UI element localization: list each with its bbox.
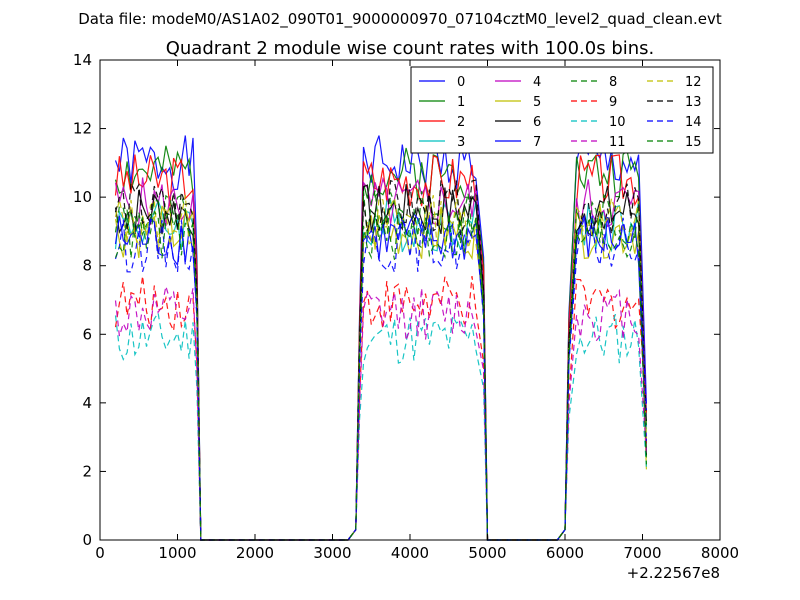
x-tick-label-3: 3000 bbox=[313, 544, 351, 562]
legend-label-6: 6 bbox=[533, 115, 541, 130]
x-tick-label-1: 1000 bbox=[158, 544, 196, 562]
y-tick-label-6: 12 bbox=[73, 120, 92, 138]
chart-subtitle: Data file: modeM0/AS1A02_090T01_90000009… bbox=[78, 10, 722, 29]
legend-label-7: 7 bbox=[533, 135, 541, 150]
x-tick-label-5: 5000 bbox=[468, 544, 506, 562]
legend-label-14: 14 bbox=[685, 115, 702, 130]
y-tick-label-3: 6 bbox=[82, 325, 92, 343]
legend-label-1: 1 bbox=[457, 95, 465, 110]
x-offset-label: +2.22567e8 bbox=[627, 564, 720, 582]
series-line-5 bbox=[114, 204, 647, 541]
series-line-1 bbox=[114, 145, 647, 541]
x-tick-label-7: 7000 bbox=[623, 544, 661, 562]
x-tick-label-8: 8000 bbox=[701, 544, 739, 562]
series-line-9 bbox=[114, 275, 647, 541]
chart-title: Quadrant 2 module wise count rates with … bbox=[166, 38, 655, 59]
y-tick-label-2: 4 bbox=[82, 394, 92, 412]
y-tick-label-1: 2 bbox=[82, 462, 92, 480]
y-tick-label-5: 10 bbox=[73, 188, 92, 206]
series-line-7 bbox=[114, 212, 647, 541]
series-line-10 bbox=[114, 311, 647, 541]
legend-label-4: 4 bbox=[533, 75, 541, 90]
x-tick-label-4: 4000 bbox=[391, 544, 429, 562]
legend-label-8: 8 bbox=[609, 75, 617, 90]
series-line-8 bbox=[114, 190, 647, 541]
y-tick-label-7: 14 bbox=[73, 51, 92, 69]
legend-label-2: 2 bbox=[457, 115, 465, 130]
x-tick-label-6: 6000 bbox=[546, 544, 584, 562]
series-line-15 bbox=[114, 206, 647, 541]
legend-label-0: 0 bbox=[457, 75, 465, 90]
y-tick-label-0: 0 bbox=[82, 531, 92, 549]
legend-label-3: 3 bbox=[457, 135, 465, 150]
legend-label-10: 10 bbox=[609, 115, 626, 130]
y-tick-label-4: 8 bbox=[82, 257, 92, 275]
legend-label-11: 11 bbox=[609, 135, 626, 150]
x-tick-label-2: 2000 bbox=[236, 544, 274, 562]
series-line-11 bbox=[114, 286, 647, 541]
plot-area bbox=[114, 135, 647, 541]
legend-label-12: 12 bbox=[685, 75, 702, 90]
legend-label-5: 5 bbox=[533, 95, 541, 110]
x-tick-label-0: 0 bbox=[95, 544, 105, 562]
legend-label-13: 13 bbox=[685, 95, 702, 110]
legend-label-15: 15 bbox=[685, 135, 702, 150]
legend-label-9: 9 bbox=[609, 95, 617, 110]
axis-ticks: 0 1000 2000 3000 4000 5000 6000 7000 80000246810… bbox=[73, 51, 739, 562]
series-line-4 bbox=[114, 176, 647, 541]
